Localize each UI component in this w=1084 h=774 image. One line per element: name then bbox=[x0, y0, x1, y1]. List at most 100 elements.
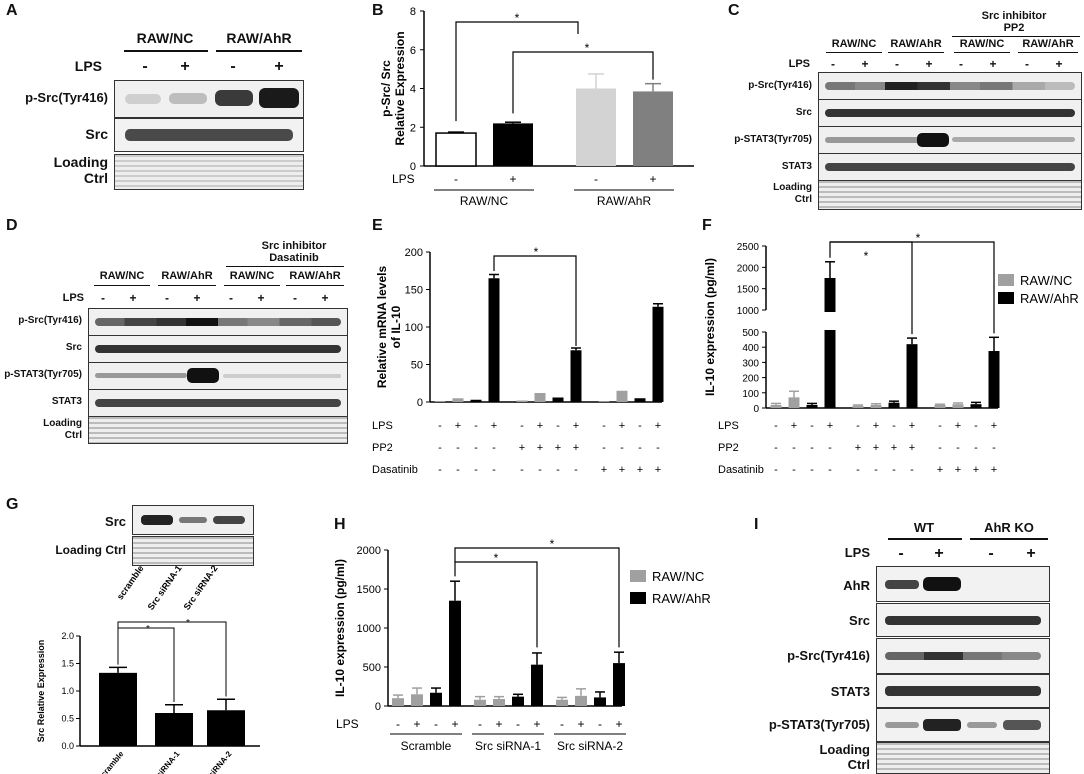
loading-text: Loading bbox=[43, 418, 82, 429]
bar bbox=[616, 390, 628, 402]
header-raw-ahr: RAW/AhR bbox=[226, 30, 292, 46]
inhibitor-line1: Src inhibitor bbox=[981, 10, 1047, 22]
band bbox=[1003, 720, 1041, 730]
bar bbox=[970, 404, 982, 408]
bar bbox=[493, 698, 505, 706]
condition-sign: - bbox=[492, 442, 496, 454]
row-label-src: Src bbox=[105, 514, 126, 529]
bar bbox=[99, 672, 137, 746]
condition-sign: + bbox=[991, 420, 997, 432]
band bbox=[215, 90, 253, 106]
blot-src bbox=[818, 99, 1082, 127]
lps-sign: + bbox=[193, 291, 201, 305]
significance-star: * bbox=[864, 249, 869, 263]
panel-a-label: A bbox=[6, 2, 18, 19]
lps-sign: - bbox=[831, 57, 835, 71]
band bbox=[223, 374, 341, 378]
lps-sign: + bbox=[451, 717, 458, 731]
band bbox=[95, 399, 341, 407]
condition-sign: + bbox=[855, 442, 861, 454]
significance-bracket bbox=[512, 51, 654, 114]
y-tick-label: 200 bbox=[742, 374, 759, 385]
y-tick-label: 300 bbox=[742, 358, 759, 369]
blot-stat3 bbox=[876, 674, 1050, 708]
condition-sign: - bbox=[638, 442, 642, 454]
condition-sign: - bbox=[938, 442, 942, 454]
loading-text: Loading bbox=[773, 182, 812, 193]
lps-sign: + bbox=[934, 545, 944, 562]
condition-sign: - bbox=[538, 464, 542, 476]
significance-bracket bbox=[454, 547, 620, 648]
y-axis-title-line1: p-Src/ Src bbox=[379, 60, 393, 117]
lane-label: Src siRNA-2 bbox=[182, 563, 220, 611]
bar bbox=[870, 404, 882, 408]
band bbox=[125, 129, 293, 141]
band bbox=[825, 137, 1075, 143]
condition-sign: - bbox=[556, 464, 560, 476]
category-label: Scramble bbox=[95, 749, 125, 774]
panel-h-label: H bbox=[334, 516, 346, 533]
condition-sign: + bbox=[909, 442, 915, 454]
panel-b-label: B bbox=[372, 2, 384, 19]
bar bbox=[411, 694, 423, 706]
panel-e-label: E bbox=[372, 217, 383, 234]
y-tick-label: 1000 bbox=[737, 306, 760, 317]
condition-sign: + bbox=[537, 420, 543, 432]
condition-sign: + bbox=[955, 464, 961, 476]
lps-label: LPS bbox=[74, 58, 102, 74]
y-tick-label: 400 bbox=[742, 343, 759, 354]
lps-sign: + bbox=[925, 57, 933, 71]
condition-sign: - bbox=[438, 420, 442, 432]
band bbox=[141, 515, 173, 525]
condition-sign: + bbox=[519, 442, 525, 454]
condition-sign: + bbox=[937, 464, 943, 476]
bar bbox=[888, 402, 900, 408]
condition-sign: - bbox=[892, 464, 896, 476]
band bbox=[923, 577, 961, 591]
bar bbox=[531, 664, 543, 706]
header-raw-ahr: RAW/AhR bbox=[289, 270, 341, 282]
lps-sign: - bbox=[165, 291, 169, 305]
condition-sign: + bbox=[619, 464, 625, 476]
group-label: RAW/AhR bbox=[597, 194, 652, 208]
condition-label: Dasatinib bbox=[718, 464, 764, 476]
row-label-stat3: STAT3 bbox=[830, 684, 870, 699]
lps-sign: - bbox=[454, 172, 458, 186]
row-label-pstat3: p-STAT3(Tyr705) bbox=[768, 717, 870, 732]
bar bbox=[576, 88, 616, 166]
condition-sign: - bbox=[474, 442, 478, 454]
lps-label: LPS bbox=[62, 292, 84, 304]
header-underline bbox=[888, 538, 962, 540]
lps-label: LPS bbox=[392, 172, 415, 186]
condition-label: Dasatinib bbox=[372, 464, 418, 476]
condition-sign: - bbox=[556, 420, 560, 432]
condition-sign: + bbox=[655, 420, 661, 432]
row-label-loading: Loading Ctrl bbox=[55, 543, 126, 557]
band bbox=[967, 722, 997, 728]
lps-sign: + bbox=[321, 291, 329, 305]
lps-sign: + bbox=[861, 57, 869, 71]
legend-label: RAW/AhR bbox=[1020, 291, 1079, 306]
blot-loading-ctrl bbox=[114, 154, 304, 190]
y-tick-label: 500 bbox=[363, 662, 381, 674]
lps-sign: + bbox=[615, 717, 622, 731]
panel-c-label: C bbox=[728, 2, 740, 19]
category-label: Src siRNA-2 bbox=[197, 749, 234, 774]
y-axis-title: IL-10 expression (pg/ml) bbox=[703, 258, 717, 396]
ctrl-text: Ctrl bbox=[847, 757, 870, 772]
loading-text: Loading bbox=[53, 154, 108, 170]
bar bbox=[934, 404, 946, 408]
bar bbox=[392, 698, 404, 706]
condition-sign: - bbox=[810, 464, 814, 476]
lps-sign: - bbox=[516, 717, 520, 731]
condition-sign: - bbox=[520, 464, 524, 476]
bar bbox=[474, 699, 486, 706]
condition-sign: - bbox=[602, 420, 606, 432]
bar bbox=[488, 278, 500, 402]
condition-sign: - bbox=[438, 464, 442, 476]
ctrl-text: Ctrl bbox=[794, 194, 812, 205]
header-underline bbox=[94, 285, 150, 286]
y-tick-label: 0 bbox=[753, 404, 759, 415]
y-tick-label: 1.0 bbox=[61, 686, 74, 696]
row-label-src: Src bbox=[849, 613, 870, 628]
